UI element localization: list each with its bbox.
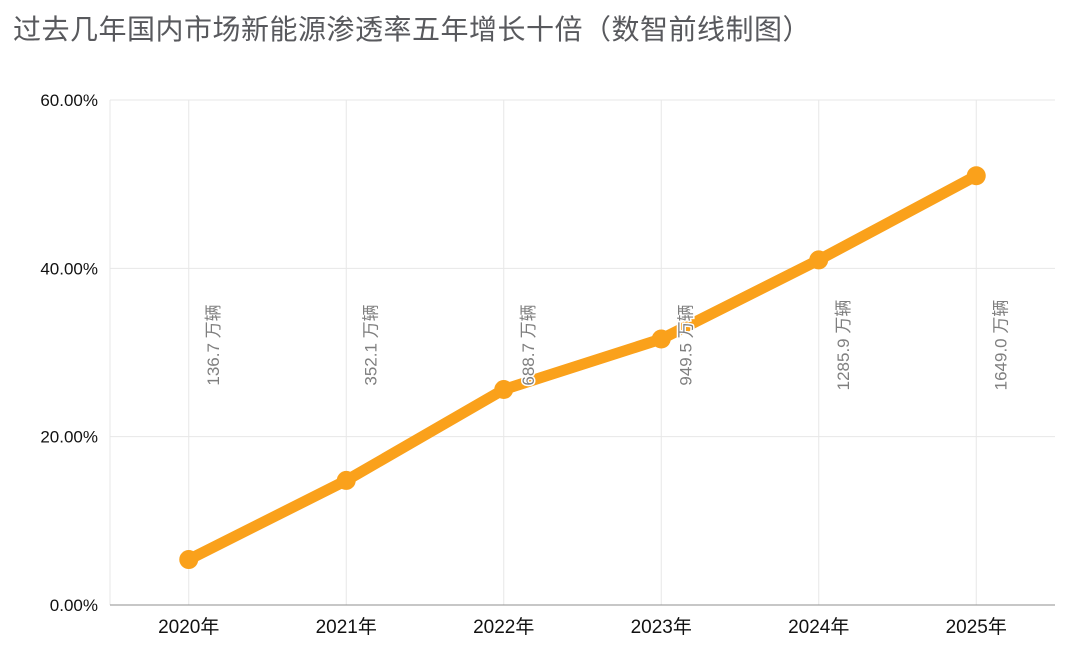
data-point-label: 949.5 万辆 [676, 304, 695, 385]
data-point [809, 250, 829, 270]
data-point [336, 470, 356, 490]
data-point-label: 1285.9 万辆 [834, 300, 853, 391]
x-tick-label: 2021年 [316, 616, 377, 638]
data-point [494, 380, 514, 400]
series-line [183, 170, 982, 566]
chart-title: 过去几年国内市场新能源渗透率五年增长十倍（数智前线制图） [13, 14, 812, 45]
data-point-label: 352.1 万辆 [361, 304, 380, 385]
x-tick-label: 2025年 [946, 616, 1007, 638]
data-point-label: 136.7 万辆 [204, 304, 223, 385]
y-tick-label: 60.00% [40, 91, 98, 110]
data-point [966, 166, 986, 186]
data-point [651, 329, 671, 349]
x-tick-label: 2023年 [631, 616, 692, 638]
y-tick-label: 40.00% [40, 259, 98, 278]
y-tick-label: 0.00% [50, 596, 98, 615]
x-tick-label: 2024年 [788, 616, 849, 638]
y-tick-label: 20.00% [40, 428, 98, 447]
x-tick-label: 2022年 [473, 616, 534, 638]
data-point [179, 550, 199, 570]
x-tick-label: 2020年 [158, 616, 219, 638]
data-point-label: 688.7 万辆 [519, 304, 538, 385]
data-point-label: 1649.0 万辆 [991, 300, 1010, 391]
